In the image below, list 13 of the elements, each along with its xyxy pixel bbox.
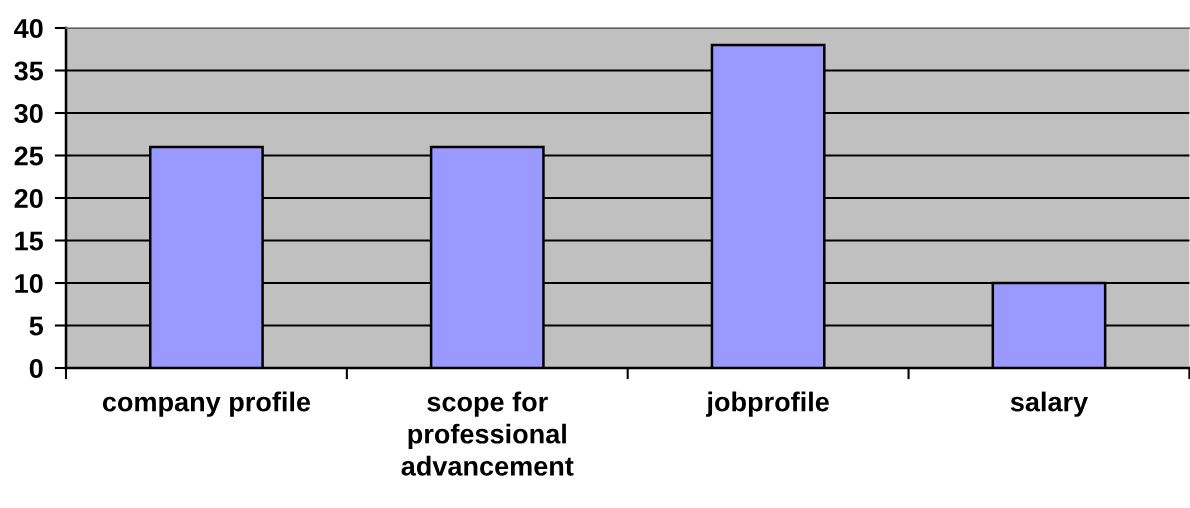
y-tick-label: 20 bbox=[14, 188, 43, 209]
y-tick-label: 0 bbox=[29, 358, 43, 379]
y-tick-label: 40 bbox=[14, 18, 43, 39]
x-tick-label: company profile bbox=[102, 391, 311, 417]
x-tick-label: salary bbox=[1010, 391, 1088, 417]
y-tick-label: 25 bbox=[14, 146, 44, 166]
y-tick-label: 15 bbox=[15, 231, 44, 251]
x-tick-label: jobprofile bbox=[706, 391, 829, 417]
x-tick-label: scope for professional advancement bbox=[401, 391, 574, 476]
y-tick-label: 5 bbox=[29, 316, 44, 336]
y-tick-label: 30 bbox=[14, 103, 43, 124]
y-tick-label: 35 bbox=[14, 61, 44, 81]
y-tick-label: 10 bbox=[15, 273, 43, 294]
